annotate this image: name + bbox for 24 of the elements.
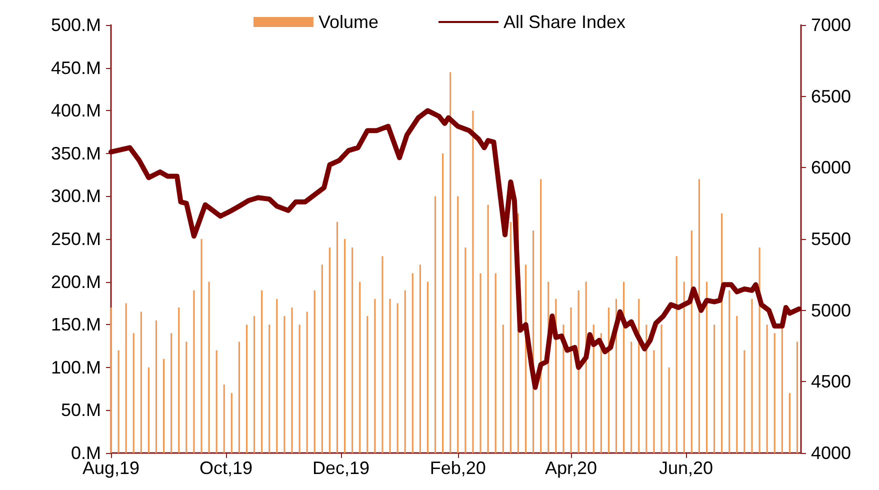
y2-tick-label: 4500 — [811, 372, 852, 392]
y-tick-label: 250.M — [50, 229, 101, 249]
y-tick-label: 350.M — [50, 143, 101, 164]
x-tick-label: Apr,20 — [544, 458, 598, 478]
y2-tick-label: 4000 — [811, 443, 852, 463]
y-tick-label: 50.M — [60, 400, 101, 420]
y-tick-label: 100.M — [50, 357, 101, 378]
y-tick-label: 500.M — [50, 15, 101, 35]
y-tick-label: 200.M — [50, 272, 101, 292]
x-tick-label: Feb,20 — [430, 458, 486, 478]
legend-label: Volume — [318, 12, 378, 32]
y2-tick-label: 5500 — [811, 229, 852, 249]
y-tick-label: 150.M — [50, 314, 101, 335]
y2-tick-label: 5000 — [811, 300, 852, 320]
y-tick-label: 400.M — [50, 100, 101, 121]
y-tick-label: 450.M — [50, 58, 101, 78]
y-tick-label: 300.M — [50, 186, 101, 206]
x-tick-label: Oct,19 — [199, 458, 253, 478]
x-tick-label: Jun,20 — [658, 458, 714, 478]
y2-tick-label: 7000 — [811, 15, 852, 35]
y2-tick-label: 6000 — [811, 158, 852, 178]
x-tick-label: Dec,19 — [312, 458, 370, 478]
legend-label: All Share Index — [503, 12, 626, 32]
y2-tick-label: 6500 — [811, 86, 852, 106]
